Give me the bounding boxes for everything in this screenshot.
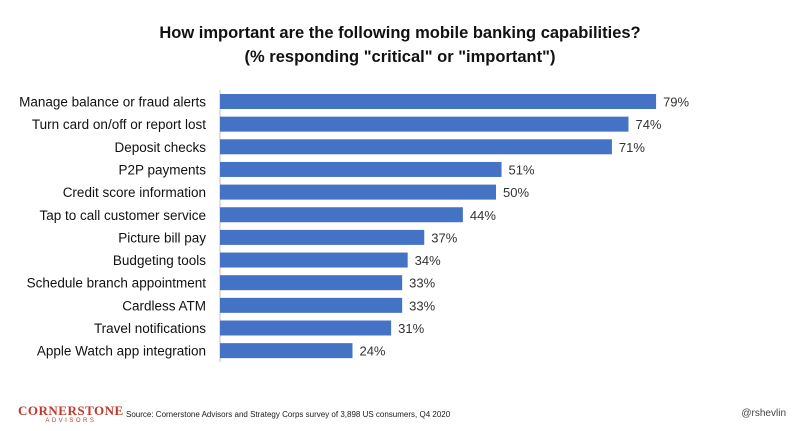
bar: [220, 343, 353, 359]
bar: [220, 207, 463, 223]
bar: [220, 320, 392, 336]
chart-subtitle: (% responding "critical" or "important"): [244, 48, 556, 66]
data-label: 33%: [409, 298, 435, 313]
bar: [220, 184, 496, 200]
data-label: 51%: [509, 162, 535, 177]
category-label: Turn card on/off or report lost: [32, 117, 206, 132]
category-label: Apple Watch app integration: [37, 344, 206, 359]
category-label: Picture bill pay: [118, 230, 206, 245]
bar: [220, 252, 408, 268]
bar: [220, 139, 612, 155]
category-label: Deposit checks: [114, 140, 206, 155]
source-note: Source: Cornerstone Advisors and Strateg…: [126, 410, 451, 419]
author-handle: @rshevlin: [741, 408, 786, 419]
data-label: 44%: [470, 208, 496, 223]
logo-subtitle: ADVISORS: [45, 418, 97, 424]
category-label: P2P payments: [118, 162, 206, 177]
data-label: 37%: [431, 230, 457, 245]
category-label: Cardless ATM: [122, 298, 206, 313]
data-label: 31%: [398, 321, 424, 336]
bar: [220, 116, 629, 132]
cornerstone-logo: CORNERSTONE ADVISORS: [18, 404, 124, 425]
category-label: Schedule branch appointment: [27, 276, 207, 291]
data-label: 74%: [635, 117, 661, 132]
category-label: Budgeting tools: [113, 253, 206, 268]
data-label: 24%: [359, 344, 385, 359]
category-label: Manage balance or fraud alerts: [19, 95, 206, 110]
bar: [220, 94, 657, 109]
data-label: 50%: [503, 185, 529, 200]
category-label: Travel notifications: [94, 321, 206, 336]
bar: [220, 161, 502, 177]
data-label: 79%: [663, 95, 689, 110]
bar: [220, 297, 403, 313]
category-label: Credit score information: [63, 185, 206, 200]
logo-wordmark: CORNERSTONE: [18, 403, 124, 418]
data-label: 34%: [415, 253, 441, 268]
chart-title: How important are the following mobile b…: [159, 24, 641, 42]
bar: [220, 229, 425, 245]
bar: [220, 275, 403, 291]
data-label: 33%: [409, 276, 435, 291]
data-label: 71%: [619, 140, 645, 155]
bars-group: Manage balance or fraud alerts 79% Turn ca…: [19, 94, 690, 359]
category-label: Tap to call customer service: [39, 208, 206, 223]
